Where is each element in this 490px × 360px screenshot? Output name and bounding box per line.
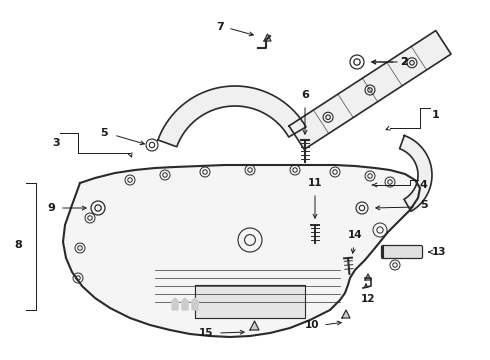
- Text: 2: 2: [400, 57, 408, 67]
- Text: 3: 3: [52, 138, 60, 148]
- Text: 12: 12: [361, 294, 375, 304]
- Polygon shape: [195, 285, 305, 318]
- Text: 2: 2: [400, 57, 408, 67]
- FancyBboxPatch shape: [382, 246, 422, 258]
- Text: 13: 13: [432, 247, 446, 257]
- Text: 5: 5: [420, 200, 428, 210]
- Polygon shape: [342, 310, 350, 318]
- Polygon shape: [264, 34, 271, 41]
- Text: 5: 5: [100, 128, 108, 138]
- Polygon shape: [158, 86, 306, 147]
- Text: 10: 10: [305, 320, 319, 330]
- Polygon shape: [250, 321, 259, 330]
- Text: 15: 15: [198, 328, 213, 338]
- FancyArrow shape: [181, 298, 189, 310]
- Text: 4: 4: [420, 180, 428, 190]
- Polygon shape: [289, 31, 451, 149]
- Text: 11: 11: [308, 178, 322, 188]
- FancyArrow shape: [191, 298, 199, 310]
- Text: 6: 6: [301, 90, 309, 100]
- Text: 7: 7: [216, 22, 224, 32]
- Polygon shape: [63, 165, 420, 337]
- Polygon shape: [365, 274, 371, 280]
- Text: 14: 14: [348, 230, 362, 240]
- Text: 9: 9: [47, 203, 55, 213]
- Text: 1: 1: [432, 110, 440, 120]
- FancyArrow shape: [171, 298, 179, 310]
- Text: 8: 8: [14, 240, 22, 250]
- Polygon shape: [399, 135, 432, 211]
